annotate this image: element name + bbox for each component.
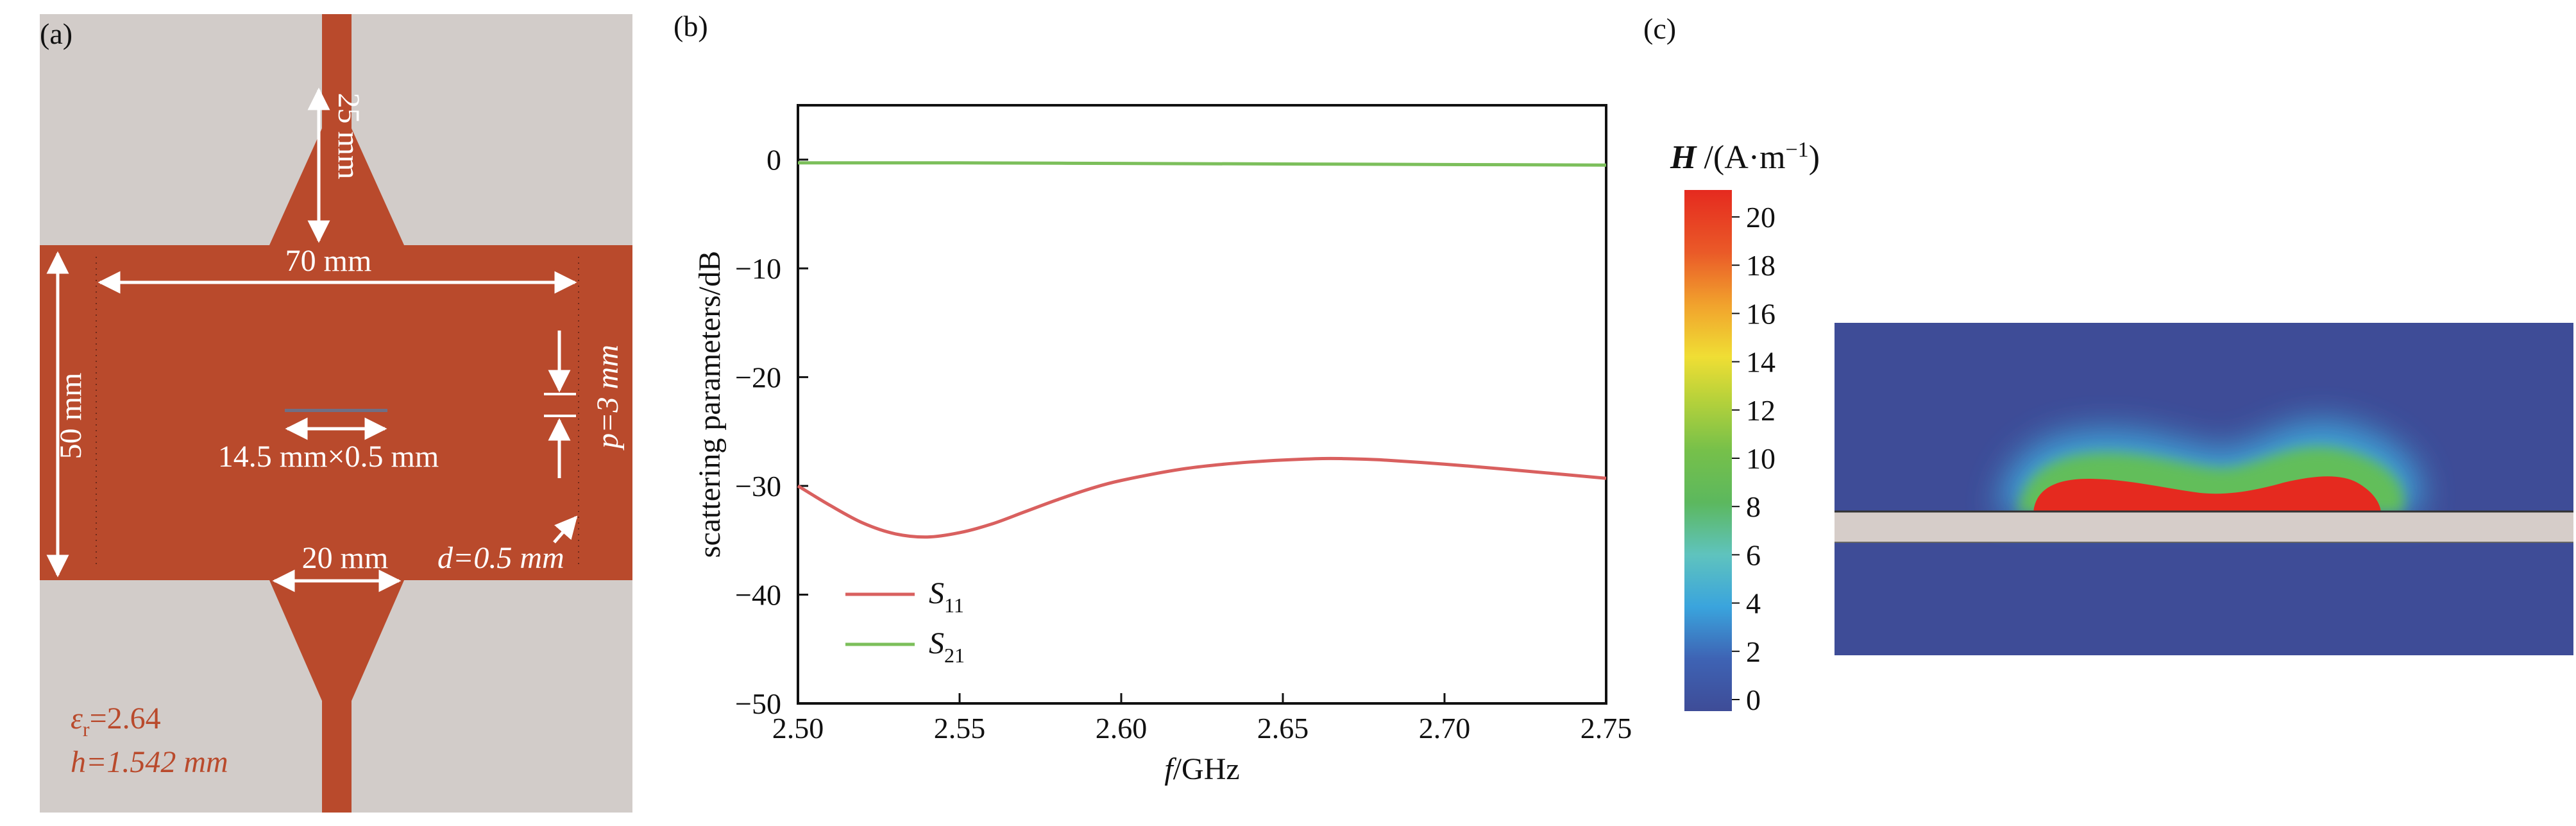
field-hot [2033,476,2381,513]
port-width-label: 20 mm [302,541,389,575]
x-tick-label: 2.70 [1419,712,1471,744]
y-tick-label: −50 [735,687,781,720]
colorbar-tick-label: 4 [1746,587,1761,620]
x-tick-label: 2.55 [934,712,986,744]
top-feed-line [269,14,404,245]
y-tick-label: −40 [735,579,781,612]
plot-frame [797,104,1607,705]
epsilon-label: εr=2.64 [71,701,161,741]
y-tick-label: −30 [735,470,781,503]
series-line-s11 [797,456,1607,539]
legend-label-s11: S11 [929,576,964,617]
panel-c-label: (c) [1643,12,1676,45]
x-tick-label: 2.50 [772,712,824,744]
diameter-label: d=0.5 mm [437,541,564,575]
s-parameter-chart: 2.50 2.55 2.60 2.65 2.70 2.75 0 −10 −20 −30 −40 −50… [693,104,1632,786]
slot [285,409,387,412]
colorbar-tick-label: 20 [1746,201,1775,234]
thickness-label: h=1.542 mm [71,745,228,779]
colorbar-tick-label: 2 [1746,635,1761,668]
bottom-feed-line [269,580,404,813]
colorbar-tick-label: 0 [1746,684,1761,716]
siw-cavity [40,245,632,580]
y-tick-label: −10 [735,252,781,285]
colorbar-title: H/(A·m−1) [1670,138,1820,176]
width-label: 70 mm [285,244,372,278]
colorbar-tick-label: 16 [1746,297,1775,330]
x-tick-label: 2.75 [1580,712,1632,744]
x-axis-label: f/GHz [1164,752,1239,786]
slot-size-label: 14.5 mm×0.5 mm [218,440,439,474]
field-map [1835,323,2573,655]
panel-a-label: (a) [40,17,72,50]
series-line-s21 [797,161,1607,167]
colorbar-tick-label: 14 [1746,346,1775,379]
colorbar-tick-label: 6 [1746,538,1761,571]
colorbar-tick-label: 12 [1746,394,1775,427]
height-label: 50 mm [54,373,88,460]
substrate-slab [1835,512,2573,542]
period-label: p=3 mm [591,345,625,451]
x-tick-label: 2.65 [1257,712,1309,744]
diameter-arrow [553,515,578,544]
panel-b: (b) 2.50 2.55 2.60 2.65 2.70 2.75 0 −10 −20 −30 −4… [674,10,1632,786]
colorbar [1684,190,1732,711]
x-tick-label: 2.60 [1096,712,1148,744]
colorbar-tick-label: 18 [1746,249,1775,282]
y-axis-label: scattering parameters/dB [693,251,727,558]
panel-b-label: (b) [674,10,708,42]
y-tick-label: 0 [767,144,781,176]
colorbar-tick-label: 8 [1746,490,1761,523]
panel-a: (a) 25 mm 70 mm 50 mm 14.5 mm×0.5 mm p=3… [40,14,632,813]
taper-length-label: 25 mm [332,93,366,180]
legend-label-s21: S21 [929,626,965,667]
colorbar-tick-label: 10 [1746,442,1775,475]
y-tick-label: −20 [735,361,781,394]
